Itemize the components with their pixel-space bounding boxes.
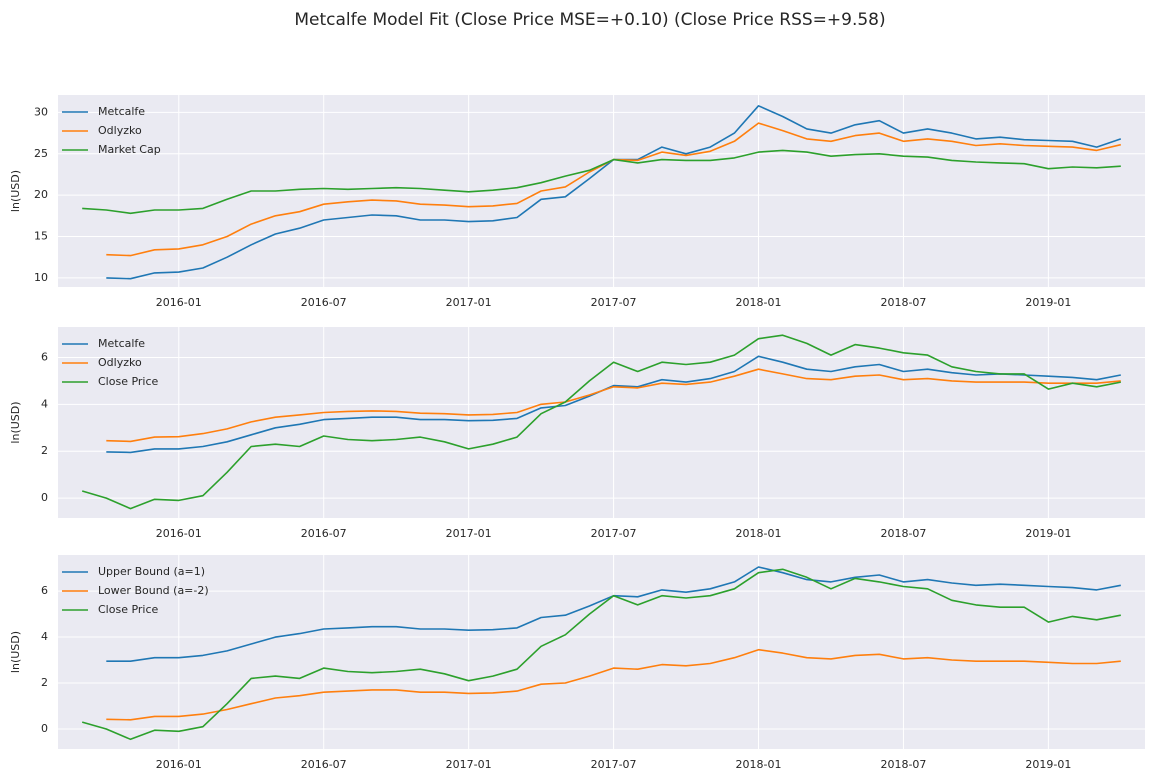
legend-label: Close Price — [98, 603, 159, 616]
x-tick-label: 2016-07 — [301, 527, 347, 540]
y-tick-label: 25 — [34, 147, 48, 160]
legend-label: Close Price — [98, 375, 159, 388]
figure-title: Metcalfe Model Fit (Close Price MSE=+0.1… — [294, 10, 885, 30]
y-axis-label: ln(USD) — [9, 401, 22, 443]
series-line — [106, 355, 1121, 454]
series-line — [106, 648, 1121, 721]
y-tick-label: 4 — [41, 630, 48, 643]
x-tick-label: 2017-01 — [446, 296, 492, 309]
plot-background — [58, 327, 1145, 518]
y-tick-label: 2 — [41, 676, 48, 689]
y-tick-label: 0 — [41, 722, 48, 735]
legend-label: Upper Bound (a=1) — [98, 565, 205, 578]
legend-label: Metcalfe — [98, 105, 145, 118]
y-tick-label: 15 — [34, 230, 48, 243]
x-tick-label: 2016-01 — [156, 527, 202, 540]
x-tick-label: 2017-01 — [446, 758, 492, 769]
plot-background — [58, 555, 1145, 749]
x-tick-label: 2018-07 — [880, 527, 926, 540]
subplot: 0 2 4 6 2016-01 2016-07 2017-01 2017-07 2018-01 2… — [9, 327, 1145, 540]
x-tick-label: 2016-01 — [156, 758, 202, 769]
x-tick-label: 2017-01 — [446, 527, 492, 540]
plot-background — [58, 95, 1145, 287]
x-tick-label: 2017-07 — [591, 527, 637, 540]
x-tick-label: 2018-01 — [736, 758, 782, 769]
x-tick-label: 2016-07 — [301, 296, 347, 309]
legend-label: Market Cap — [98, 143, 161, 156]
series-line — [106, 368, 1121, 443]
legend-label: Odlyzko — [98, 124, 142, 137]
series-line — [81, 568, 1121, 741]
y-axis-label: ln(USD) — [9, 631, 22, 673]
legend-label: Lower Bound (a=-2) — [98, 584, 209, 597]
x-tick-label: 2017-07 — [591, 758, 637, 769]
x-tick-label: 2018-07 — [880, 296, 926, 309]
y-tick-label: 30 — [34, 105, 48, 118]
x-tick-label: 2019-01 — [1025, 758, 1071, 769]
legend-label: Odlyzko — [98, 356, 142, 369]
y-tick-label: 20 — [34, 188, 48, 201]
x-tick-label: 2016-07 — [301, 758, 347, 769]
x-tick-label: 2019-01 — [1025, 527, 1071, 540]
y-tick-label: 2 — [41, 444, 48, 457]
x-tick-label: 2018-01 — [736, 527, 782, 540]
x-tick-label: 2016-01 — [156, 296, 202, 309]
legend-label: Metcalfe — [98, 337, 145, 350]
series-line — [81, 334, 1121, 510]
x-tick-label: 2017-07 — [591, 296, 637, 309]
x-tick-label: 2018-01 — [736, 296, 782, 309]
series-line — [82, 149, 1121, 215]
subplot: 0 2 4 6 2016-01 2016-07 2017-01 2017-07 2018-01 2… — [9, 555, 1145, 769]
y-tick-label: 4 — [41, 397, 48, 410]
x-tick-label: 2019-01 — [1025, 296, 1071, 309]
y-tick-label: 10 — [34, 271, 48, 284]
subplot: 10 15 20 25 30 2016-01 2016-07 2017-01 2017-07 20… — [9, 95, 1145, 309]
x-tick-label: 2018-07 — [880, 758, 926, 769]
y-tick-label: 0 — [41, 491, 48, 504]
y-tick-label: 6 — [41, 350, 48, 363]
y-axis-label: ln(USD) — [9, 170, 22, 212]
y-tick-label: 6 — [41, 584, 48, 597]
